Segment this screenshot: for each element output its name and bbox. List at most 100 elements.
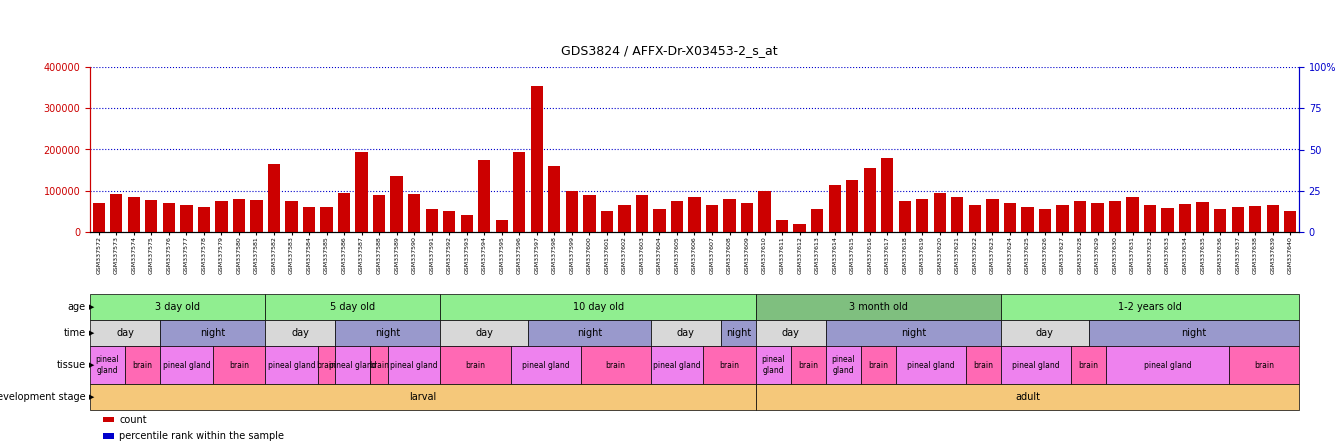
Text: pineal gland: pineal gland: [1012, 361, 1060, 369]
Text: ▶: ▶: [88, 394, 94, 400]
Text: brain: brain: [133, 361, 153, 369]
Bar: [530, 86, 542, 232]
Text: 5 day old: 5 day old: [331, 302, 375, 312]
Bar: [355, 151, 368, 232]
Bar: [1074, 201, 1086, 232]
Text: brain: brain: [370, 361, 390, 369]
Bar: [584, 195, 596, 232]
Bar: [1214, 209, 1227, 232]
Bar: [391, 176, 403, 232]
Bar: [794, 224, 806, 232]
Text: night: night: [901, 328, 927, 338]
Bar: [706, 205, 718, 232]
Text: pineal gland: pineal gland: [522, 361, 569, 369]
Text: age: age: [68, 302, 86, 312]
Bar: [250, 200, 262, 232]
Text: brain: brain: [229, 361, 249, 369]
Bar: [811, 209, 823, 232]
Text: day: day: [475, 328, 493, 338]
Bar: [478, 160, 490, 232]
Bar: [1039, 209, 1051, 232]
Bar: [216, 201, 228, 232]
Bar: [898, 201, 911, 232]
Text: brain: brain: [973, 361, 994, 369]
Bar: [548, 166, 561, 232]
Text: percentile rank within the sample: percentile rank within the sample: [119, 431, 284, 441]
Bar: [163, 203, 175, 232]
Bar: [145, 200, 158, 232]
Text: 10 day old: 10 day old: [573, 302, 624, 312]
Bar: [688, 197, 700, 232]
Text: pineal gland: pineal gland: [908, 361, 955, 369]
Text: brain: brain: [719, 361, 739, 369]
Text: development stage: development stage: [0, 392, 86, 402]
Bar: [198, 207, 210, 232]
Text: day: day: [292, 328, 309, 338]
Bar: [408, 194, 420, 232]
Bar: [968, 205, 981, 232]
Bar: [268, 164, 280, 232]
Bar: [1109, 201, 1121, 232]
Text: pineal
gland: pineal gland: [832, 355, 856, 375]
Text: pineal gland: pineal gland: [162, 361, 210, 369]
Text: day: day: [1036, 328, 1054, 338]
Text: night: night: [375, 328, 400, 338]
Text: pineal
gland: pineal gland: [95, 355, 119, 375]
Bar: [320, 207, 332, 232]
Bar: [1178, 204, 1192, 232]
Bar: [337, 193, 351, 232]
Text: pineal gland: pineal gland: [653, 361, 700, 369]
Bar: [1284, 211, 1296, 232]
Bar: [1144, 205, 1156, 232]
Bar: [181, 205, 193, 232]
Bar: [636, 195, 648, 232]
Text: pineal gland: pineal gland: [329, 361, 376, 369]
Bar: [1022, 207, 1034, 232]
Text: night: night: [577, 328, 603, 338]
Text: brain: brain: [605, 361, 625, 369]
Bar: [1126, 197, 1138, 232]
Text: brain: brain: [466, 361, 486, 369]
Text: day: day: [782, 328, 799, 338]
Text: pineal
gland: pineal gland: [762, 355, 785, 375]
Bar: [829, 185, 841, 232]
Text: brain: brain: [798, 361, 818, 369]
Text: pineal gland: pineal gland: [391, 361, 438, 369]
Text: night: night: [200, 328, 225, 338]
Bar: [846, 180, 858, 232]
Bar: [513, 151, 525, 232]
Text: night: night: [726, 328, 751, 338]
Bar: [1267, 205, 1279, 232]
Bar: [233, 199, 245, 232]
Text: tissue: tissue: [56, 360, 86, 370]
Bar: [601, 211, 613, 232]
Bar: [758, 191, 771, 232]
Text: ▶: ▶: [88, 304, 94, 310]
Bar: [303, 207, 315, 232]
Text: day: day: [116, 328, 134, 338]
Bar: [671, 201, 683, 232]
Text: brain: brain: [1253, 361, 1273, 369]
Bar: [1249, 206, 1261, 232]
Text: ▶: ▶: [88, 362, 94, 368]
Bar: [1056, 205, 1069, 232]
Bar: [1232, 207, 1244, 232]
Text: adult: adult: [1015, 392, 1040, 402]
Text: GDS3824 / AFFX-Dr-X03453-2_s_at: GDS3824 / AFFX-Dr-X03453-2_s_at: [561, 44, 778, 57]
Bar: [92, 203, 104, 232]
Bar: [495, 220, 507, 232]
Bar: [285, 201, 297, 232]
Text: brain: brain: [869, 361, 889, 369]
Text: pineal gland: pineal gland: [1144, 361, 1192, 369]
Bar: [723, 199, 735, 232]
Text: count: count: [119, 415, 147, 424]
Text: 3 month old: 3 month old: [849, 302, 908, 312]
Text: night: night: [1181, 328, 1206, 338]
Bar: [1197, 202, 1209, 232]
Text: day: day: [676, 328, 695, 338]
Bar: [864, 168, 876, 232]
Bar: [426, 209, 438, 232]
Text: brain: brain: [316, 361, 336, 369]
Bar: [110, 194, 122, 232]
Bar: [1161, 208, 1174, 232]
